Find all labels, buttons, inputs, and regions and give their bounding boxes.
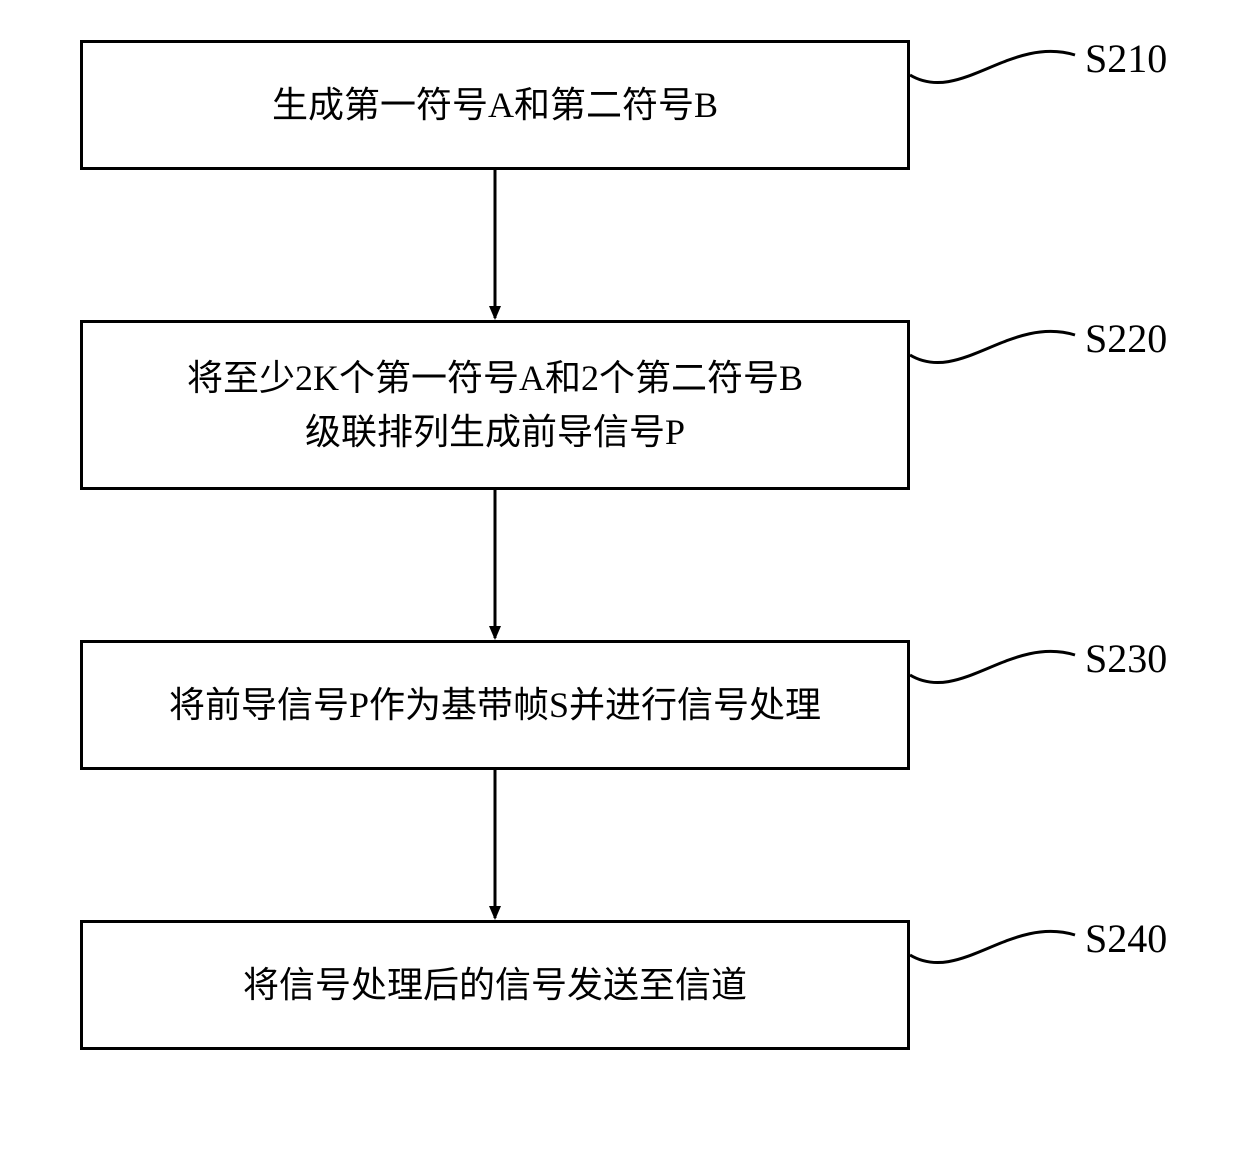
flowchart-canvas: 生成第一符号A和第二符号B 将至少2K个第一符号A和2个第二符号B 级联排列生成… xyxy=(0,0,1240,1152)
step-label-3: S230 xyxy=(1085,635,1167,682)
flow-node-3-text: 将前导信号P作为基带帧S并进行信号处理 xyxy=(169,678,821,732)
step-label-4: S240 xyxy=(1085,915,1167,962)
flow-node-4: 将信号处理后的信号发送至信道 xyxy=(80,920,910,1050)
flow-node-3: 将前导信号P作为基带帧S并进行信号处理 xyxy=(80,640,910,770)
leader-1 xyxy=(910,51,1075,82)
flow-node-4-text: 将信号处理后的信号发送至信道 xyxy=(243,958,747,1012)
leader-2 xyxy=(910,331,1075,362)
leader-4 xyxy=(910,931,1075,962)
flow-node-1-text: 生成第一符号A和第二符号B xyxy=(272,78,718,132)
step-label-1: S210 xyxy=(1085,35,1167,82)
flow-node-2: 将至少2K个第一符号A和2个第二符号B 级联排列生成前导信号P xyxy=(80,320,910,490)
step-label-2: S220 xyxy=(1085,315,1167,362)
leader-3 xyxy=(910,651,1075,682)
flow-node-2-text: 将至少2K个第一符号A和2个第二符号B 级联排列生成前导信号P xyxy=(187,351,803,459)
flow-node-1: 生成第一符号A和第二符号B xyxy=(80,40,910,170)
